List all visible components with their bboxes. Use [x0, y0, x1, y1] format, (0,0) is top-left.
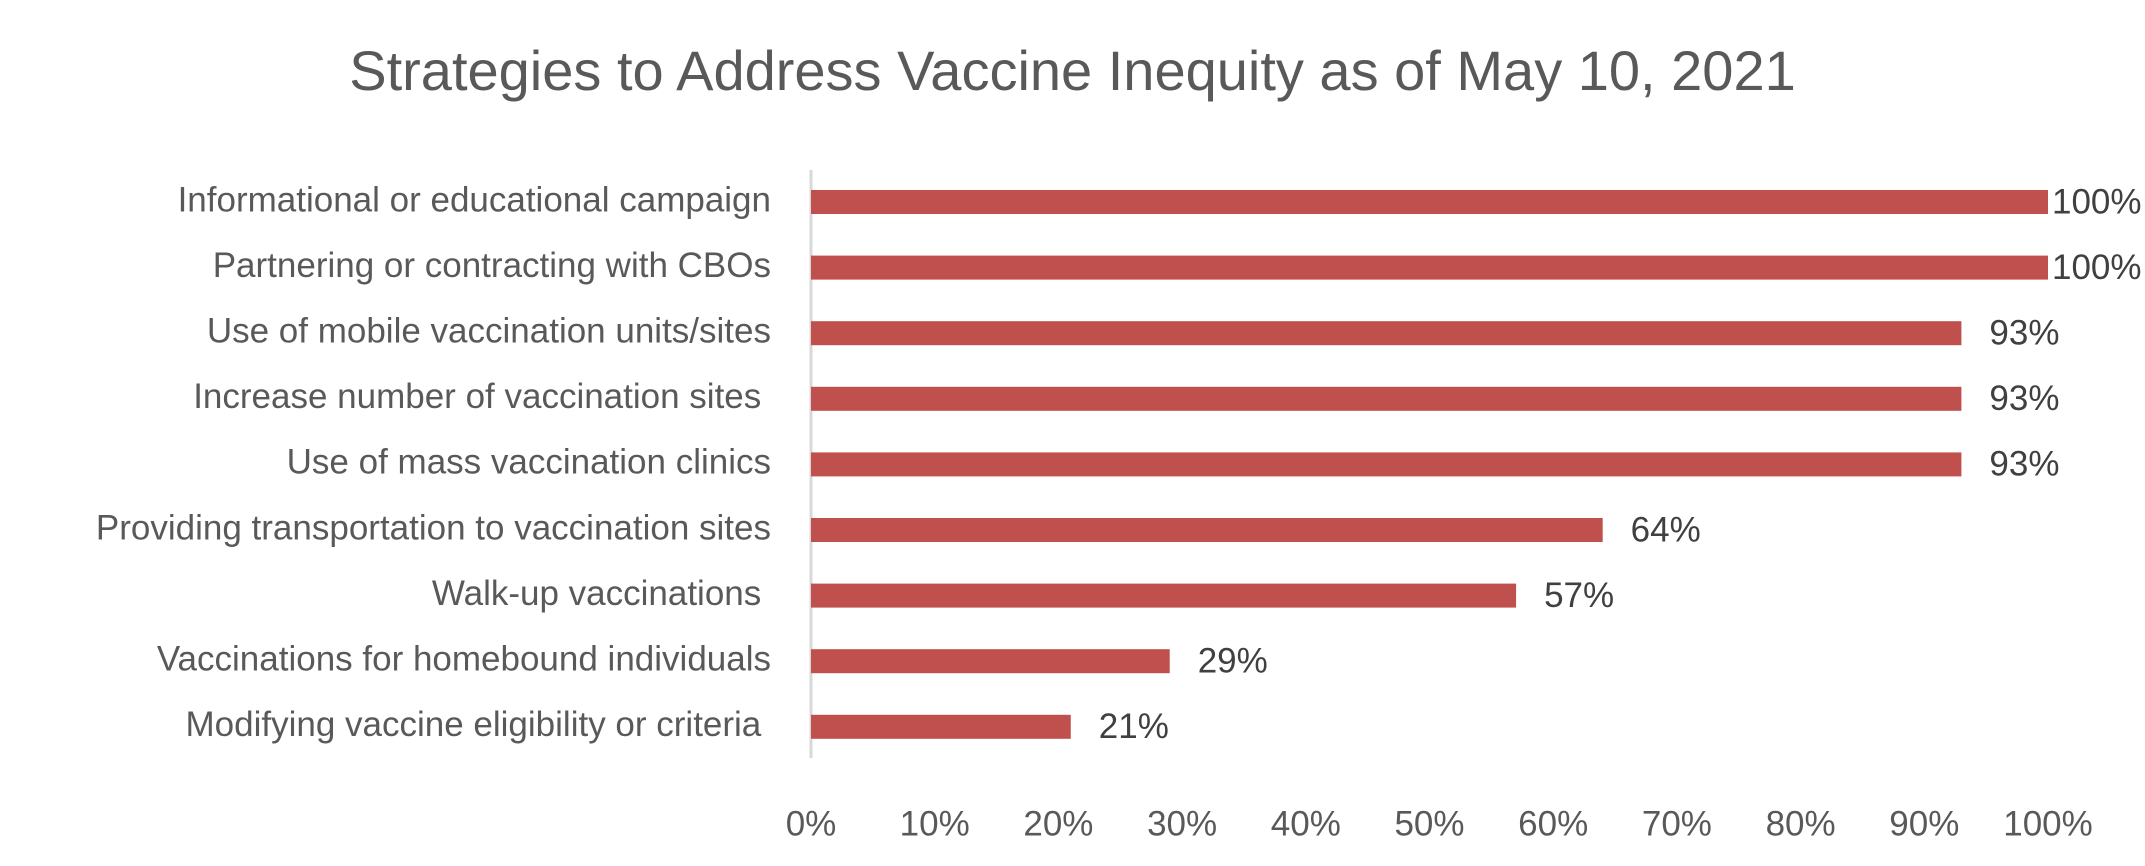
x-tick-label: 90% — [1889, 804, 1959, 843]
data-label: 57% — [1544, 576, 1614, 615]
category-label: Providing transportation to vaccination … — [96, 508, 771, 547]
data-label: 93% — [1989, 379, 2059, 418]
category-label: Partnering or contracting with CBOs — [213, 246, 771, 285]
bar — [811, 583, 1517, 608]
bar — [811, 518, 1603, 542]
category-label: Use of mobile vaccination units/sites — [207, 311, 771, 350]
category-label: Use of mass vaccination clinics — [287, 443, 771, 482]
x-tick-label: 30% — [1147, 804, 1217, 843]
chart-title: Strategies to Address Vaccine Inequity a… — [349, 39, 1796, 102]
bar — [811, 255, 2048, 280]
x-tick-label: 100% — [2003, 804, 2093, 843]
data-label: 21% — [1099, 707, 1169, 746]
bar — [811, 386, 1962, 411]
data-label: 100% — [2052, 248, 2142, 287]
x-tick-label: 60% — [1518, 804, 1588, 843]
data-label: 100% — [2052, 182, 2142, 221]
data-label: 93% — [1989, 313, 2059, 352]
x-tick-label: 40% — [1271, 804, 1341, 843]
bar — [811, 714, 1071, 739]
bar — [811, 190, 2048, 214]
category-label: Walk-up vaccinations — [432, 574, 771, 613]
bar — [811, 452, 1962, 477]
x-tick-label: 80% — [1766, 804, 1836, 843]
data-label: 29% — [1198, 641, 1268, 680]
x-tick-label: 10% — [900, 804, 970, 843]
bar — [811, 321, 1962, 346]
category-label: Vaccinations for homebound individuals — [157, 639, 771, 678]
bar — [811, 649, 1170, 674]
category-label: Informational or educational campaign — [178, 180, 771, 219]
x-tick-label: 20% — [1023, 804, 1093, 843]
category-label: Increase number of vaccination sites — [193, 377, 771, 416]
x-tick-label: 0% — [786, 804, 837, 843]
data-label: 64% — [1631, 510, 1701, 549]
x-tick-label: 50% — [1394, 804, 1464, 843]
x-tick-label: 70% — [1642, 804, 1712, 843]
data-label: 93% — [1989, 445, 2059, 484]
category-label: Modifying vaccine eligibility or criteri… — [186, 705, 772, 744]
